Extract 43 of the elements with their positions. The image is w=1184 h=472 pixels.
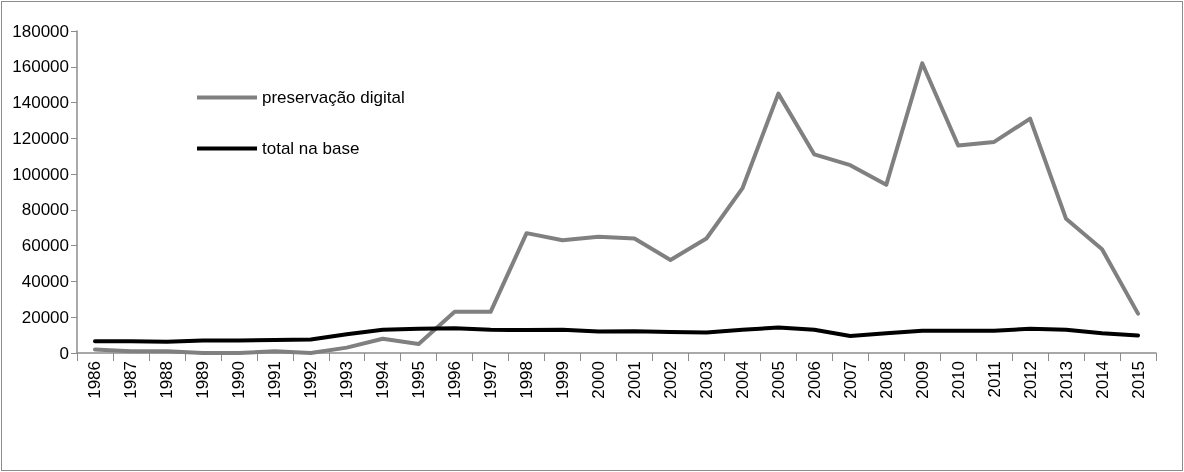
- x-tick-label: 2012: [1020, 361, 1040, 399]
- x-tick-label: 2014: [1092, 361, 1112, 399]
- x-tick-label: 2015: [1128, 361, 1148, 399]
- line-series: [92, 325, 1141, 344]
- x-tick-label: 1990: [229, 361, 249, 399]
- x-tick-label: 2004: [732, 361, 752, 399]
- y-tick-label: 20000: [21, 307, 69, 327]
- y-tick-label: 140000: [12, 93, 69, 113]
- x-tick-label: 2011: [984, 361, 1004, 398]
- x-tick-label: 2006: [804, 361, 824, 399]
- x-tick-label: 2002: [660, 361, 680, 399]
- y-tick-label: 180000: [12, 21, 69, 41]
- y-tick-label: 160000: [12, 57, 69, 77]
- x-tick-label: 1995: [409, 361, 429, 399]
- x-tick-label: 2003: [696, 361, 716, 399]
- legend-label: total na base: [262, 139, 360, 158]
- x-tick-label: 2005: [768, 361, 788, 399]
- x-tick-label: 1993: [337, 361, 357, 399]
- x-tick-label: 2010: [948, 361, 968, 399]
- x-tick-label: 2001: [624, 361, 644, 399]
- x-tick-label: 1987: [121, 361, 141, 399]
- x-tick-label: 1989: [193, 361, 213, 399]
- x-tick-label: 1986: [85, 361, 105, 399]
- y-tick-label: 60000: [21, 236, 69, 256]
- x-tick-label: 2007: [840, 361, 860, 399]
- x-tick-label: 2013: [1056, 361, 1076, 399]
- y-tick-label: 120000: [12, 128, 69, 148]
- y-tick-label: 100000: [12, 164, 69, 184]
- x-tick-label: 1992: [301, 361, 321, 399]
- x-tick-label: 1998: [517, 361, 537, 399]
- x-tick-label: 1997: [481, 361, 501, 399]
- legend-label: preservação digital: [262, 88, 405, 107]
- y-tick-label: 0: [59, 343, 69, 363]
- x-tick-label: 2009: [912, 361, 932, 399]
- x-tick-label: 1988: [157, 361, 177, 399]
- y-tick-label: 80000: [21, 200, 69, 220]
- x-tick-label: 1991: [265, 361, 285, 399]
- x-tick-label: 1994: [373, 361, 393, 399]
- x-tick-label: 1999: [553, 361, 573, 399]
- x-tick-label: 2000: [589, 361, 609, 399]
- x-tick-label: 1996: [445, 361, 465, 399]
- y-tick-label: 40000: [21, 271, 69, 291]
- x-tick-label: 2008: [876, 361, 896, 399]
